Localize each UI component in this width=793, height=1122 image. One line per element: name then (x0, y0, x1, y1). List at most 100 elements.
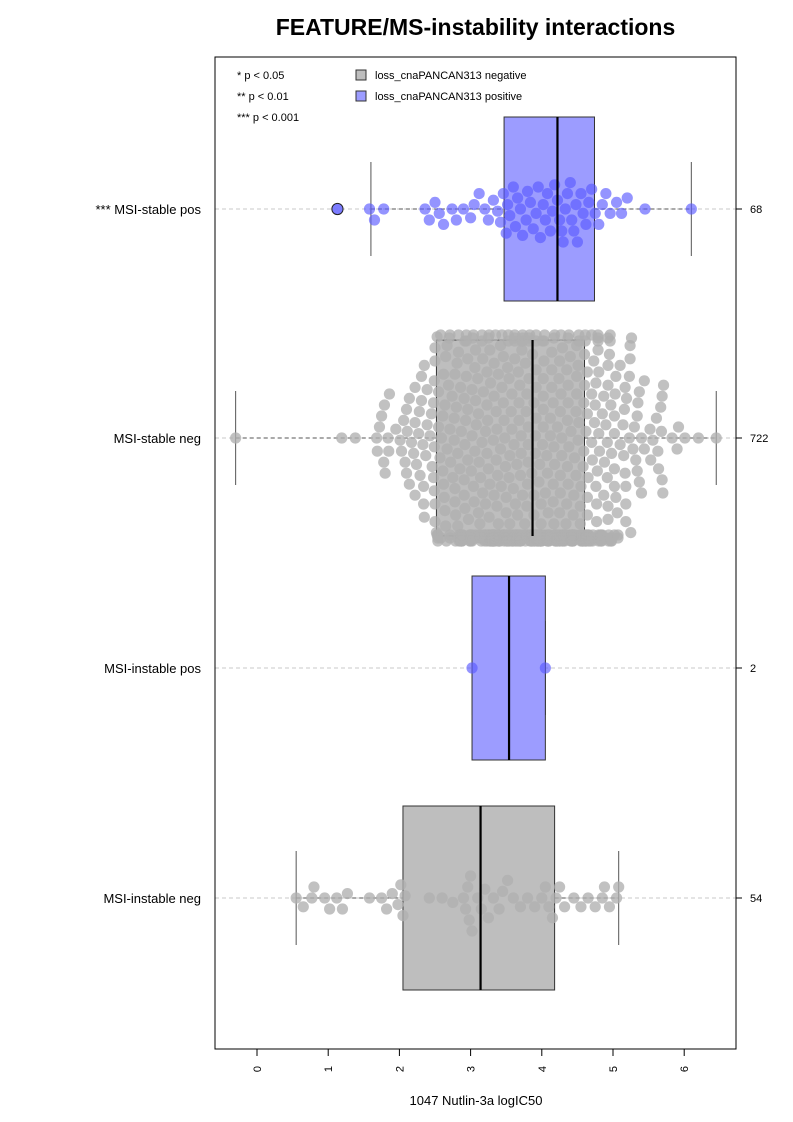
data-point (623, 370, 635, 382)
data-point (463, 914, 475, 926)
data-point (420, 450, 432, 462)
data-point (452, 346, 465, 358)
data-point (580, 218, 592, 230)
data-point (455, 381, 467, 393)
data-point (378, 456, 390, 468)
data-point (479, 883, 491, 895)
data-point (495, 480, 507, 492)
data-point (655, 425, 668, 437)
data-point (470, 419, 482, 431)
data-point (539, 214, 551, 226)
data-point (537, 421, 549, 433)
data-point (561, 461, 574, 473)
data-point (449, 483, 461, 495)
data-point (349, 432, 361, 444)
data-point (308, 881, 320, 893)
data-point (586, 454, 598, 466)
data-point (459, 502, 471, 514)
data-point (437, 218, 450, 230)
data-point (610, 491, 622, 503)
x-axis: 0 1 2 3 4 5 6 (252, 1048, 691, 1072)
data-point (376, 410, 388, 422)
data-point (469, 344, 482, 356)
data-point (373, 421, 386, 433)
data-point (561, 498, 573, 510)
data-point (568, 489, 580, 501)
data-point (417, 439, 429, 451)
data-point (497, 351, 509, 363)
data-point (570, 406, 582, 418)
data-point (466, 430, 478, 442)
data-point (513, 397, 525, 409)
data-point (516, 344, 528, 356)
group-labels: *** MSI-stable pos 68 MSI-stable neg 722 MSI… (96, 202, 769, 906)
data-point (610, 370, 622, 382)
data-point (620, 392, 633, 404)
data-point (568, 225, 580, 237)
data-point (592, 329, 604, 341)
data-point (618, 403, 630, 415)
significance-legend-entry: * p < 0.05 (237, 70, 284, 82)
data-point (596, 892, 608, 904)
data-point (533, 476, 545, 488)
data-point (336, 903, 349, 915)
data-point (521, 478, 534, 490)
data-point (448, 412, 460, 424)
data-point (574, 500, 586, 512)
data-point (556, 342, 569, 354)
data-point (383, 388, 396, 400)
data-point (490, 454, 502, 466)
data-point (398, 414, 410, 426)
data-point (454, 463, 466, 475)
data-point (500, 227, 512, 239)
data-point (472, 507, 485, 519)
chart-title: FEATURE/MS-instability interactions (275, 14, 676, 40)
data-point (484, 344, 496, 356)
data-point (488, 489, 500, 501)
data-point (297, 901, 309, 913)
data-point (650, 412, 663, 424)
data-point (428, 441, 440, 453)
data-point (548, 441, 560, 453)
data-point (537, 373, 549, 385)
data-point (522, 439, 534, 451)
data-point (578, 445, 590, 457)
data-point (467, 329, 480, 341)
data-point (442, 379, 455, 391)
data-point (446, 390, 458, 402)
data-point (679, 432, 691, 444)
legend: * p < 0.05 ** p < 0.01 *** p < 0.001 loss_c… (237, 69, 526, 124)
data-point (608, 428, 621, 440)
data-point (450, 401, 462, 413)
data-point (614, 439, 626, 451)
data-point (692, 432, 705, 444)
data-point (657, 379, 670, 391)
data-point (399, 890, 411, 902)
data-point (571, 370, 583, 382)
data-point (460, 903, 472, 915)
data-point (403, 392, 415, 404)
data-point (400, 467, 413, 479)
data-point (571, 388, 583, 400)
data-point (556, 432, 568, 444)
data-point (331, 892, 343, 904)
x-tick-label: 0 (252, 1066, 264, 1072)
group-label: MSI-instable neg (103, 891, 201, 906)
data-point (618, 450, 630, 462)
data-point (428, 375, 440, 387)
data-point (435, 329, 447, 341)
data-point (655, 401, 667, 413)
data-point (657, 487, 669, 499)
data-point (371, 445, 383, 457)
data-point (591, 465, 603, 477)
data-point (441, 443, 453, 455)
data-point (428, 485, 440, 497)
data-point (570, 199, 582, 211)
data-point (568, 892, 580, 904)
data-point (581, 408, 593, 420)
data-point (368, 214, 381, 226)
data-point (589, 399, 601, 411)
data-point (474, 518, 486, 530)
data-point (363, 892, 376, 904)
data-point (383, 445, 395, 457)
